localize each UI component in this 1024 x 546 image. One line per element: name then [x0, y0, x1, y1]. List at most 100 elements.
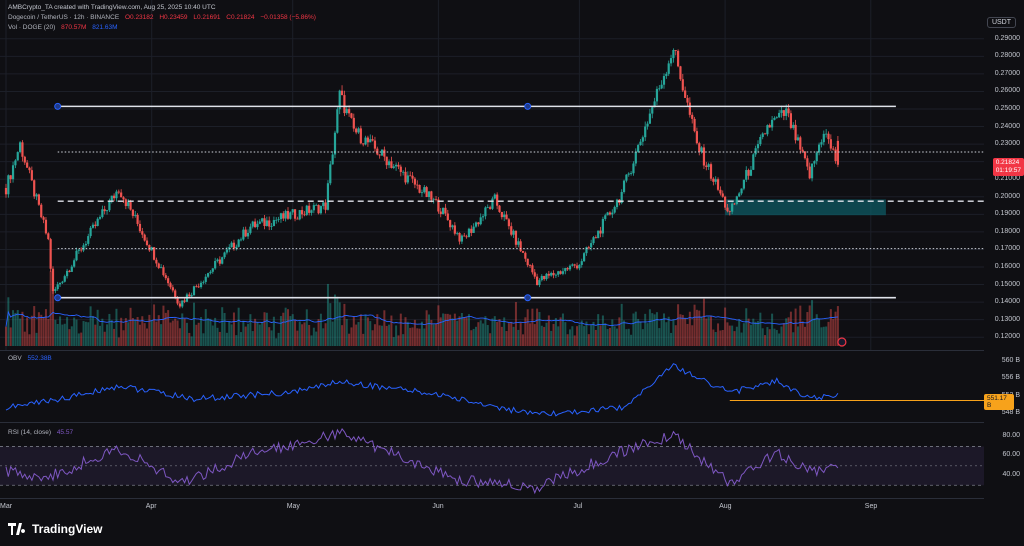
candle-body	[296, 218, 299, 220]
candle-body	[357, 128, 360, 133]
volume-bar	[514, 302, 517, 346]
rsi-chart-svg[interactable]	[0, 423, 984, 499]
volume-bar	[134, 320, 137, 346]
volume-bar	[808, 305, 811, 346]
volume-bar	[200, 317, 203, 346]
candle-body	[514, 230, 518, 245]
candle-body	[26, 162, 29, 168]
candle-body	[568, 265, 572, 270]
candle-body	[293, 209, 297, 219]
candle-body	[637, 145, 640, 152]
candle-body	[289, 212, 292, 219]
volume-bar	[44, 309, 47, 346]
candle-body	[832, 148, 835, 150]
candle-body	[416, 184, 419, 186]
volume-bar	[691, 325, 694, 346]
candle-body	[714, 179, 717, 182]
volume-bar	[456, 320, 459, 346]
candle-body	[216, 259, 219, 262]
volume-bar	[143, 323, 146, 346]
obv-chart-svg[interactable]	[0, 351, 984, 423]
volume-bar	[68, 329, 71, 346]
candle-body	[174, 290, 177, 298]
price-tick-label: 0.13000	[994, 315, 1020, 323]
volume-bar	[99, 325, 101, 346]
rsi-pane[interactable]: RSI (14, close) 45.57	[0, 422, 984, 499]
candle-body	[333, 132, 337, 155]
volume-bar	[538, 312, 541, 346]
rsi-axis[interactable]: 80.00 60.00 40.00	[984, 422, 1024, 498]
volume-bar	[507, 323, 510, 346]
candle-body	[446, 213, 449, 221]
candle-body	[136, 214, 139, 224]
candle-body	[608, 212, 612, 215]
candle-body	[712, 178, 715, 182]
volume-bar	[618, 317, 621, 346]
volume-bar	[782, 323, 785, 346]
candle-body	[627, 173, 630, 175]
volume-bar	[26, 317, 29, 346]
volume-bar	[272, 316, 275, 346]
volume-bar	[54, 319, 57, 346]
volume-bar	[453, 313, 456, 346]
volume-bar	[59, 316, 62, 346]
volume-bar	[56, 323, 59, 346]
candle-body	[190, 295, 193, 297]
obv-tick-label: 560 B	[1001, 356, 1020, 364]
volume-bar	[136, 317, 139, 346]
volume-bar	[326, 283, 329, 346]
candle-body	[298, 210, 301, 220]
volume-bar	[362, 333, 365, 346]
candle-body	[315, 204, 318, 206]
month-label: Aug	[719, 503, 732, 510]
volume-bar	[366, 317, 369, 346]
price-chart-pane[interactable]: AMBCrypto_TA created with TradingView.co…	[0, 0, 984, 350]
candle-body	[432, 198, 435, 200]
candle-body	[695, 131, 698, 144]
candle-body	[731, 203, 734, 212]
candle-body	[275, 219, 278, 221]
volume-bar	[275, 338, 278, 346]
candle-body	[785, 108, 788, 116]
candle-body	[399, 166, 402, 172]
candle-body	[202, 281, 205, 283]
volume-bar	[249, 314, 252, 346]
volume-bar	[157, 315, 160, 346]
candle-body	[726, 207, 729, 212]
candle-body	[68, 270, 71, 272]
candle-body	[545, 273, 548, 280]
candle-body	[282, 213, 285, 219]
candle-body	[242, 229, 245, 240]
candle-body	[434, 198, 438, 200]
volume-bar	[665, 322, 668, 346]
obv-pane[interactable]: OBV 552.38B	[0, 350, 984, 423]
volume-bar	[667, 316, 670, 346]
volume-bar	[489, 333, 492, 346]
volume-bar	[641, 329, 644, 346]
price-axis[interactable]: USDT 0.29000 0.28000 0.27000 0.26000 0.25000…	[984, 0, 1024, 350]
volume-bar	[160, 324, 163, 346]
volume-bar	[188, 332, 191, 346]
candle-body	[359, 128, 362, 144]
candle-body	[503, 214, 506, 218]
candle-body	[491, 198, 494, 209]
candle-body	[749, 169, 753, 176]
volume-bar	[5, 326, 7, 346]
currency-button[interactable]: USDT	[986, 17, 1016, 28]
candle-body	[780, 110, 783, 113]
candle-body	[51, 268, 55, 292]
price-chart-svg[interactable]	[0, 0, 984, 350]
candle-body	[28, 167, 31, 171]
volume-bar	[698, 310, 701, 346]
volume-bar	[291, 314, 294, 346]
price-tick-label: 0.28000	[994, 52, 1020, 60]
volume-bar	[303, 322, 306, 346]
volume-bar	[479, 320, 482, 346]
candle-body	[329, 164, 332, 184]
tradingview-logo[interactable]: TradingView	[8, 522, 102, 536]
candle-body	[552, 272, 555, 276]
volume-bar	[446, 313, 449, 346]
time-axis[interactable]: Mar Apr May Jun Jul Aug Sep	[0, 498, 984, 515]
candle-body	[345, 109, 348, 114]
